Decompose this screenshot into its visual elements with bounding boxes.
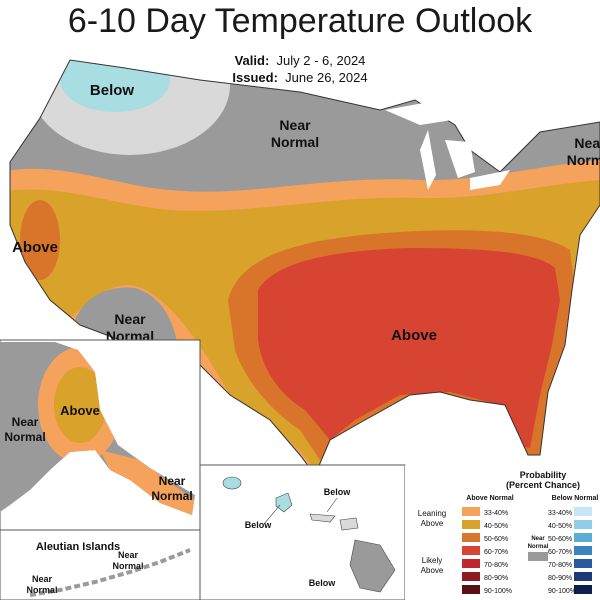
- below-north-label: Below: [90, 82, 135, 99]
- legend-above-swatch-0: [462, 507, 480, 516]
- legend-below-bins: 33-40% 40-50% 50-60% 60-70% 70-80% 80-90% 90-1…: [548, 507, 592, 595]
- hawaii-leader-1: [326, 497, 338, 513]
- above-west-label: Above: [12, 239, 58, 256]
- legend-likely-above-2: Above: [421, 566, 444, 575]
- aleutian-chain: [29, 548, 191, 597]
- aleutian-near-normal-1b: Normal: [112, 561, 143, 571]
- valid-label: Valid:: [234, 53, 270, 68]
- legend-leaning-above-2: Above: [421, 519, 444, 528]
- legend-above-swatch-4: [462, 559, 480, 568]
- legend-near-normal-swatch: [528, 552, 548, 561]
- legend-above-header: Above Normal: [466, 495, 514, 502]
- aleutian-near-normal-1a: Near: [118, 550, 139, 560]
- near-normal-north-label-1: Near: [279, 117, 311, 133]
- above-southeast-label: Above: [391, 327, 437, 344]
- legend-above-range-4: 70-80%: [484, 562, 508, 569]
- aleutian-near-normal-2a: Near: [32, 574, 53, 584]
- legend-above-range-5: 80-90%: [484, 575, 508, 582]
- legend-subtitle: (Percent Chance): [506, 480, 580, 490]
- near-normal-sw-label-1: Near: [114, 311, 146, 327]
- issued-line: Issued: June 26, 2024: [0, 69, 600, 86]
- legend-below-range-0: 33-40%: [548, 510, 572, 517]
- below-blue-area: [60, 60, 170, 112]
- legend-title: Probability: [520, 470, 567, 480]
- legend-below-swatch-2: [574, 533, 592, 542]
- legend-below-range-4: 70-80%: [548, 562, 572, 569]
- legend-below-range-6: 90-100%: [548, 588, 576, 595]
- near-normal-ne-label-1: Near: [574, 135, 600, 151]
- legend-below-swatch-4: [574, 559, 592, 568]
- legend-below-swatch-1: [574, 520, 592, 529]
- alaska-se-near-normal-label-2: Normal: [151, 489, 192, 503]
- legend-above-swatch-3: [462, 546, 480, 555]
- legend-leaning-above-1: Leaning: [418, 509, 446, 518]
- legend-below-header: Below Normal: [552, 495, 599, 502]
- above-california-area: [20, 200, 60, 280]
- near-normal-north-label-2: Normal: [271, 134, 319, 150]
- near-normal-ne-label-2: Norm: [567, 152, 600, 168]
- hawaii-leader-2: [263, 504, 281, 525]
- date-block: Valid: July 2 - 6, 2024 Issued: June 26,…: [0, 52, 600, 86]
- legend: Probability (Percent Chance) Above Norma…: [405, 465, 600, 600]
- valid-dates: July 2 - 6, 2024: [276, 53, 366, 68]
- legend-near-normal-1: Near: [531, 536, 545, 542]
- valid-line: Valid: July 2 - 6, 2024: [0, 52, 600, 69]
- legend-above-range-6: 90-100%: [484, 588, 512, 595]
- legend-likely-above-1: Likely: [422, 556, 442, 565]
- legend-above-swatch-1: [462, 520, 480, 529]
- legend-above-swatch-2: [462, 533, 480, 542]
- alaska-se-near-normal-label-1: Near: [159, 474, 186, 488]
- legend-above-range-2: 50-60%: [484, 536, 508, 543]
- legend-above-range-3: 60-70%: [484, 549, 508, 556]
- great-lakes: [385, 100, 510, 190]
- legend-above-bins: 33-40% 40-50% 50-60% 60-70% 70-80% 80-90% 90-1…: [462, 507, 512, 595]
- legend-above-range-1: 40-50%: [484, 523, 508, 530]
- hawaii-islands: [222, 476, 396, 593]
- legend-bg: [405, 465, 600, 600]
- legend-below-range-1: 40-50%: [548, 523, 572, 530]
- legend-near-normal-2: Normal: [528, 544, 549, 550]
- alaska-above-label: Above: [60, 403, 100, 418]
- legend-below-swatch-6: [574, 585, 592, 594]
- above-60-70-area: [258, 248, 560, 448]
- map-title: 6-10 Day Temperature Outlook: [67, 2, 533, 40]
- aleutian-title: Aleutian Islands: [36, 541, 120, 553]
- legend-below-swatch-3: [574, 546, 592, 555]
- legend-below-swatch-0: [574, 507, 592, 516]
- alaska-near-normal-label-1: Near: [12, 415, 39, 429]
- legend-below-range-2: 50-60%: [548, 536, 572, 543]
- hawaii-below-label-1: Below: [324, 487, 352, 497]
- legend-above-swatch-5: [462, 572, 480, 581]
- alaska-above-40-50-area: [54, 367, 106, 443]
- alaska-near-normal-label-2: Normal: [4, 430, 45, 444]
- legend-above-swatch-6: [462, 585, 480, 594]
- legend-above-range-0: 33-40%: [484, 510, 508, 517]
- hawaii-below-label-3: Below: [309, 578, 337, 588]
- hawaii-below-label-2: Below: [245, 520, 273, 530]
- issued-label: Issued:: [232, 70, 278, 85]
- aleutian-near-normal-2b: Normal: [26, 585, 57, 595]
- legend-below-range-5: 80-90%: [548, 575, 572, 582]
- issued-date: June 26, 2024: [285, 70, 368, 85]
- legend-below-swatch-5: [574, 572, 592, 581]
- alaska-se-above-area: [100, 450, 195, 515]
- legend-below-range-3: 60-70%: [548, 549, 572, 556]
